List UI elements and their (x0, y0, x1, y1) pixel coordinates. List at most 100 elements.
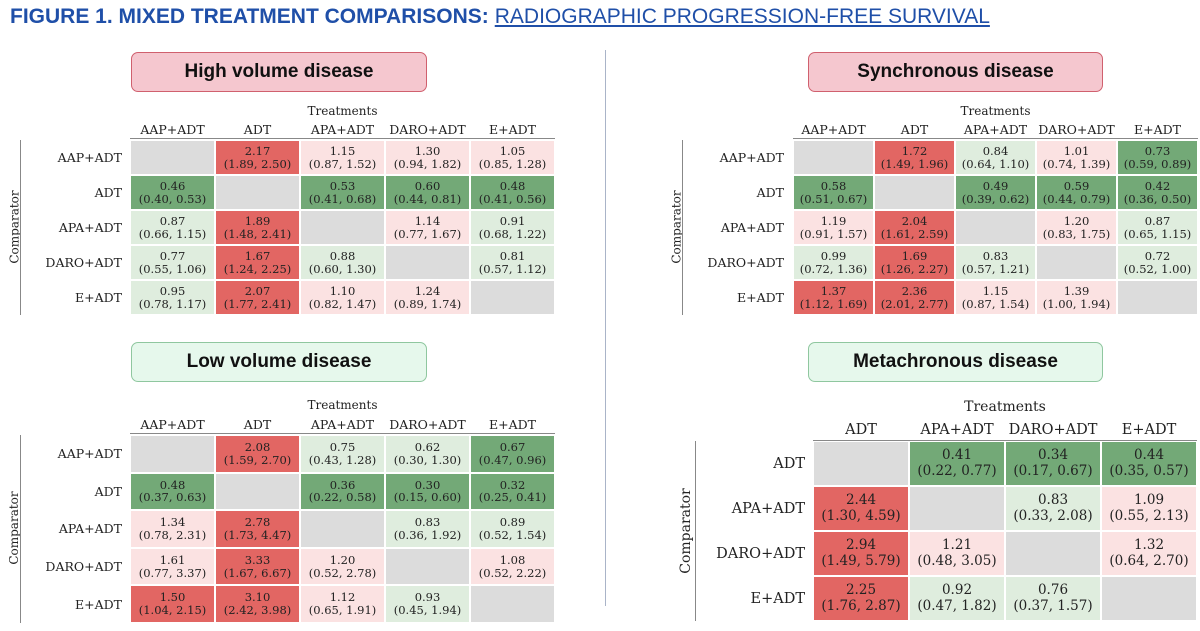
cell-value: 0.83 (982, 248, 1009, 263)
cell-value: 1.08 (499, 552, 526, 567)
heatmap-cell: 0.95 (0.78, 1.17) (130, 280, 215, 315)
column-header: E+ADT (470, 415, 555, 434)
cell-ci: (2.01, 2.77) (880, 296, 949, 311)
column-header: APA+ADT (300, 120, 385, 139)
heatmap-cell: 1.21 (0.48, 3.05) (909, 531, 1005, 576)
cell-value: 0.92 (941, 582, 973, 599)
row-header: E+ADT (75, 290, 122, 305)
heatmap-cell: 0.67 (0.47, 0.96) (470, 435, 555, 473)
cell-value: 0.99 (820, 248, 847, 263)
heatmap-cell: 1.12 (0.65, 1.91) (300, 585, 385, 623)
cell-ci: (0.52, 1.00) (1123, 261, 1192, 276)
row-header: ADT (756, 185, 784, 200)
column-header: APA+ADT (955, 120, 1036, 139)
cell-ci: (0.48, 3.05) (917, 552, 997, 569)
row-header: AAP+ADT (719, 150, 784, 165)
cell-ci: (0.33, 2.08) (1013, 507, 1093, 524)
cell-ci: (0.78, 2.31) (138, 527, 207, 542)
x-axis-title: Treatments (964, 399, 1046, 415)
chart-title-synchronous-disease: Synchronous disease (808, 52, 1103, 92)
heatmap-cell: 0.88 (0.60, 1.30) (300, 245, 385, 280)
cell-value: 0.32 (499, 477, 526, 492)
diagonal-cell (813, 441, 909, 486)
column-header: AAP+ADT (130, 415, 215, 434)
cell-ci: (0.57, 1.21) (961, 261, 1030, 276)
cell-value: 1.69 (901, 248, 928, 263)
figure-title-link[interactable]: RADIOGRAPHIC PROGRESSION-FREE SURVIVAL (494, 5, 990, 28)
y-axis-title: Comparator (678, 488, 694, 574)
cell-ci: (0.41, 0.56) (478, 191, 547, 206)
heatmap-cell: 0.84 (0.64, 1.10) (955, 140, 1036, 175)
column-header: APA+ADT (300, 415, 385, 434)
cell-value: 0.91 (499, 213, 526, 228)
column-header: E+ADT (1117, 120, 1198, 139)
heatmap-cell: 1.15 (0.87, 1.54) (955, 280, 1036, 315)
cell-ci: (0.44, 0.81) (393, 191, 462, 206)
heatmap-cell: 0.42 (0.36, 0.50) (1117, 175, 1198, 210)
heatmap-cell: 0.75 (0.43, 1.28) (300, 435, 385, 473)
row-header: APA+ADT (720, 220, 784, 235)
heatmap-cell: 0.59 (0.44, 0.79) (1036, 175, 1117, 210)
heatmap-cell: 0.89 (0.52, 1.54) (470, 510, 555, 548)
cell-value: 0.41 (941, 447, 973, 464)
heatmap-cell: 0.32 (0.25, 0.41) (470, 472, 555, 511)
cell-ci: (1.61, 2.59) (880, 226, 949, 241)
heatmap-cell: 1.69 (1.26, 2.27) (874, 245, 955, 280)
cell-ci: (0.60, 1.30) (308, 261, 377, 276)
cell-value: 0.84 (982, 143, 1009, 158)
cell-value: 0.58 (820, 178, 847, 193)
cell-value: 0.30 (414, 477, 441, 492)
diagonal-cell (793, 140, 874, 175)
cell-ci: (0.35, 0.57) (1109, 462, 1189, 479)
column-header: DARO+ADT (1036, 120, 1117, 139)
cell-value: 2.07 (244, 283, 271, 298)
row-header: APA+ADT (58, 521, 122, 537)
heatmap-cell: 0.93 (0.45, 1.94) (385, 585, 470, 623)
cell-value: 1.61 (159, 552, 186, 567)
heatmap-cell: 2.94 (1.49, 5.79) (813, 531, 909, 576)
heatmap-cell: 0.48 (0.41, 0.56) (470, 175, 555, 210)
cell-value: 1.05 (499, 143, 526, 158)
heatmap-cell: 3.10 (2.42, 3.98) (215, 585, 300, 623)
column-header: DARO+ADT (1005, 419, 1101, 441)
heatmap-cell: 0.91 (0.68, 1.22) (470, 210, 555, 245)
x-axis-title: Treatments (307, 104, 378, 118)
heatmap-cell: 1.34 (0.78, 2.31) (130, 510, 215, 548)
heatmap-cell: 0.99 (0.72, 1.36) (793, 245, 874, 280)
heatmap-cell: 0.72 (0.52, 1.00) (1117, 245, 1198, 280)
diagonal-cell (955, 210, 1036, 245)
cell-value: 1.15 (329, 143, 356, 158)
diagonal-cell (300, 210, 385, 245)
cell-value: 0.83 (414, 515, 441, 530)
cell-value: 0.42 (1144, 178, 1171, 193)
row-header: DARO+ADT (716, 545, 805, 562)
cell-ci: (1.26, 2.27) (880, 261, 949, 276)
heatmap-cell: 2.04 (1.61, 2.59) (874, 210, 955, 245)
cell-value: 0.75 (329, 439, 356, 454)
column-header: ADT (215, 120, 300, 139)
cell-ci: (1.73, 4.47) (223, 527, 292, 542)
heatmap-cell: 1.09 (0.55, 2.13) (1101, 486, 1197, 531)
heatmap-cell: 0.53 (0.41, 0.68) (300, 175, 385, 210)
heatmap-cell: 2.17 (1.89, 2.50) (215, 140, 300, 175)
cell-value: 0.87 (159, 213, 186, 228)
column-header: AAP+ADT (793, 120, 874, 139)
diagonal-cell (470, 280, 555, 315)
cell-ci: (0.44, 0.79) (1042, 191, 1111, 206)
heatmap-cell: 1.15 (0.87, 1.52) (300, 140, 385, 175)
cell-ci: (1.24, 2.25) (223, 261, 292, 276)
cell-ci: (0.74, 1.39) (1042, 156, 1111, 171)
cell-ci: (0.43, 1.28) (308, 452, 377, 467)
row-header: AAP+ADT (57, 150, 122, 165)
cell-value: 1.37 (820, 283, 847, 298)
y-axis-title: Comparator (7, 189, 21, 264)
cell-ci: (0.15, 0.60) (393, 490, 462, 505)
cell-ci: (1.49, 1.96) (880, 156, 949, 171)
cell-ci: (0.52, 1.54) (478, 527, 547, 542)
x-axis-title: Treatments (307, 398, 378, 412)
heatmap-cell: 0.87 (0.65, 1.15) (1117, 210, 1198, 245)
cell-ci: (0.68, 1.22) (478, 226, 547, 241)
cell-value: 0.36 (329, 477, 356, 492)
heatmap-cell: 0.77 (0.55, 1.06) (130, 245, 215, 280)
cell-ci: (1.77, 2.41) (223, 296, 292, 311)
